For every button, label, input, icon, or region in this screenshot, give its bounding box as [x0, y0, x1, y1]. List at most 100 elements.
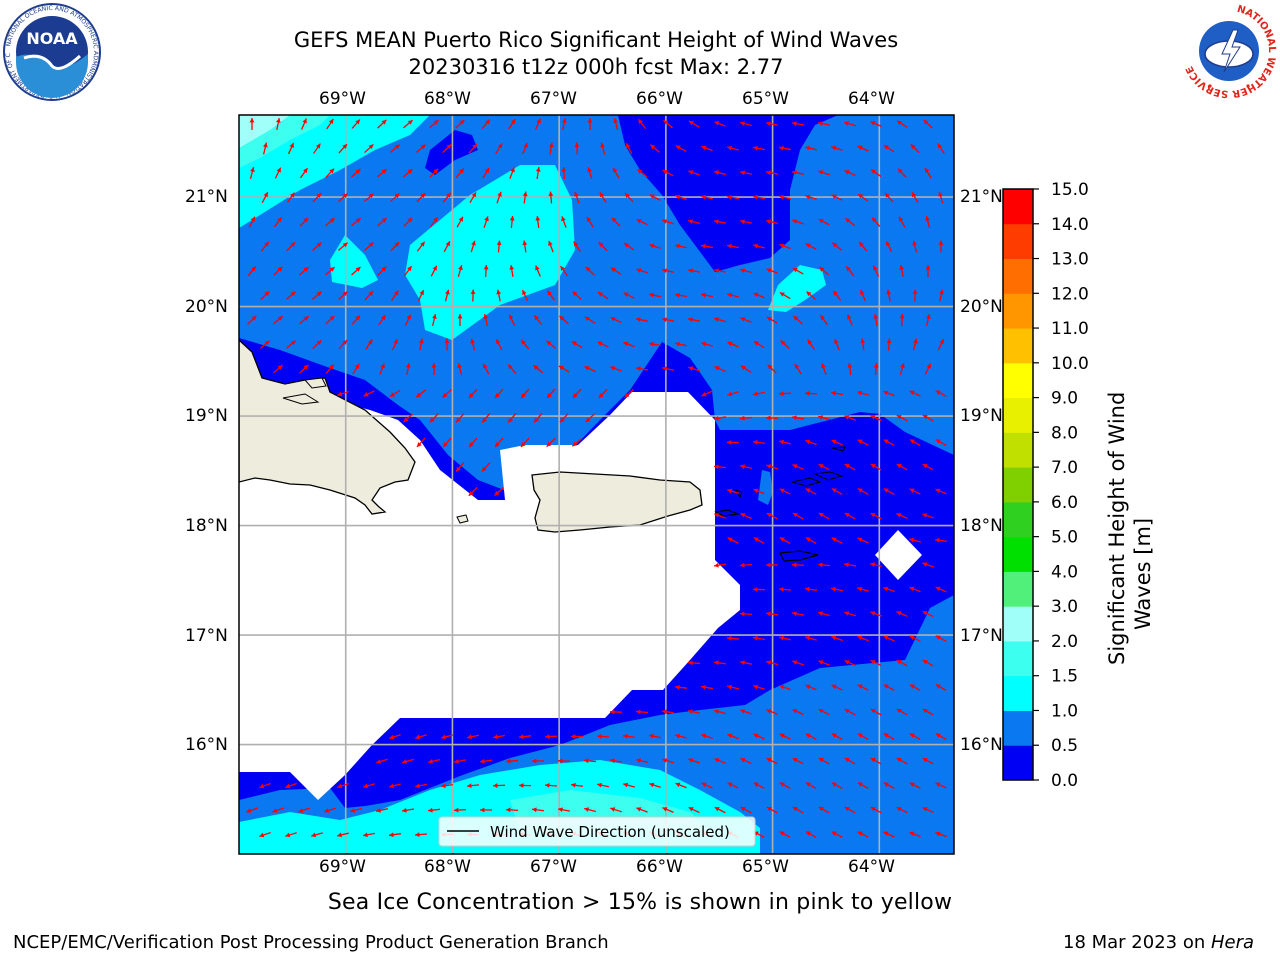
wave-direction-arrow-head — [558, 365, 564, 371]
wave-direction-arrow-head — [355, 315, 361, 321]
wave-direction-arrow-head — [818, 758, 824, 763]
wave-direction-arrow-head — [896, 415, 902, 420]
wave-direction-arrow-head — [779, 537, 785, 542]
wave-direction-arrow-head — [420, 193, 426, 199]
wave-direction-arrow-head — [584, 758, 589, 764]
wave-direction-arrow-head — [354, 363, 360, 369]
wave-direction-arrow-head — [545, 782, 550, 788]
wave-direction-arrow-head — [675, 341, 680, 347]
wave-direction-arrow-head — [886, 289, 892, 295]
wave-direction-arrow-head — [355, 119, 360, 125]
wave-direction-arrow-head — [316, 242, 322, 248]
wave-direction-arrow-head — [663, 120, 669, 125]
wave-direction-arrow-head — [251, 266, 256, 272]
wave-direction-arrow-head — [329, 315, 335, 321]
wave-direction-arrow-head — [416, 442, 422, 447]
colorbar-tick-label: 3.0 — [1051, 597, 1078, 617]
wave-direction-arrow-head — [818, 660, 824, 665]
wave-direction-arrow-head — [649, 292, 654, 298]
wave-direction-arrow-head — [714, 562, 719, 568]
wave-direction-arrow-head — [509, 314, 514, 320]
wave-direction-arrow-head — [899, 265, 904, 270]
wave-direction-arrow-head — [857, 831, 863, 836]
wave-direction-arrow-head — [740, 415, 745, 421]
wave-direction-arrow-head — [844, 513, 850, 518]
wave-direction-arrow-head — [389, 392, 395, 397]
wave-direction-arrow-head — [938, 240, 944, 245]
wave-direction-arrow-head — [740, 562, 745, 568]
wave-direction-arrow-head — [469, 442, 474, 448]
wave-direction-arrow-head — [909, 635, 915, 640]
wave-direction-arrow-head — [342, 193, 348, 199]
wave-direction-arrow-head — [779, 831, 785, 836]
wave-direction-arrow-head — [546, 340, 552, 346]
wave-direction-arrow-head — [662, 709, 667, 715]
wave-direction-arrow-head — [432, 314, 437, 319]
wave-direction-arrow-head — [727, 341, 733, 347]
wave-direction-arrow-head — [380, 363, 385, 369]
land-samana — [282, 393, 320, 405]
lat-label-right-20n: 20°N — [960, 297, 1002, 317]
wave-direction-arrow-head — [857, 488, 863, 493]
wave-direction-arrow-head — [675, 243, 680, 249]
wave-direction-arrow-head — [714, 513, 720, 518]
wave-direction-arrow-head — [935, 488, 941, 494]
wave-direction-arrow-head — [363, 392, 369, 397]
wave-direction-arrow-head — [432, 265, 437, 271]
wave-direction-arrow-head — [857, 733, 863, 738]
wave-direction-arrow-head — [509, 265, 515, 270]
wave-direction-arrow-head — [285, 783, 291, 789]
wave-direction-arrow-head — [779, 733, 785, 738]
wave-direction-arrow-head — [922, 562, 928, 567]
wave-direction-arrow-head — [277, 365, 283, 370]
wave-direction-arrow-head — [535, 167, 541, 172]
wave-direction-arrow-head — [534, 315, 539, 321]
wave-direction-arrow-head — [337, 832, 342, 838]
wave-direction-arrow-head — [574, 191, 579, 197]
wave-direction-arrow-head — [857, 145, 863, 151]
wave-direction-arrow-head — [623, 733, 628, 739]
wave-direction-arrow-head — [302, 168, 308, 174]
wave-direction-arrow-head — [909, 390, 915, 395]
wave-direction-arrow-head — [637, 169, 643, 174]
wave-direction-arrow-head — [883, 390, 889, 396]
wave-direction-arrow-head — [909, 733, 915, 738]
wave-direction-arrow-head — [548, 191, 554, 197]
map-field — [239, 115, 954, 854]
wave-direction-arrow-head — [688, 660, 693, 666]
wave-direction-arrow-head — [259, 783, 265, 789]
wave-direction-arrow-head — [818, 415, 824, 420]
wave-direction-arrow-head — [636, 219, 642, 224]
colorbar-label-line1: Significant Height of Wind — [1105, 392, 1129, 665]
wave-direction-arrow-head — [443, 442, 448, 448]
wave-direction-arrow-head — [303, 364, 309, 370]
wave-direction-arrow-head — [290, 291, 296, 297]
colorbar-tick-label: 9.0 — [1051, 389, 1078, 409]
wave-direction-arrow-head — [935, 684, 941, 689]
wave-direction-arrow-head — [483, 363, 488, 369]
wave-direction-arrow-head — [884, 193, 890, 198]
wave-direction-arrow-head — [636, 709, 641, 715]
wave-direction-arrow-head — [860, 338, 866, 344]
wave-direction-arrow-head — [561, 167, 567, 172]
wave-direction-arrow-head — [740, 121, 746, 126]
wave-direction-arrow-head — [303, 217, 309, 223]
wave-direction-arrow-head — [342, 242, 348, 248]
wave-direction-arrow-head — [363, 832, 368, 838]
wave-direction-arrow-head — [263, 192, 268, 198]
wave-direction-arrow-head — [792, 562, 797, 568]
wave-direction-arrow-head — [857, 537, 863, 543]
wave-direction-arrow-head — [714, 464, 719, 470]
sea-ice-note: Sea Ice Concentration > 15% is shown in … — [327, 890, 953, 915]
wave-direction-arrow-head — [922, 513, 928, 518]
wave-direction-arrow-head — [675, 684, 680, 690]
wave-direction-arrow-head — [821, 363, 826, 369]
wave-direction-arrow-head — [779, 391, 784, 396]
wave-direction-arrow-head — [818, 219, 824, 224]
colorbar-tick-label: 13.0 — [1051, 250, 1089, 270]
wave-direction-arrow-head — [937, 143, 943, 149]
wave-direction-arrow-head — [456, 417, 461, 423]
wave-direction-arrow-head — [753, 341, 759, 346]
wave-direction-arrow-head — [584, 316, 590, 322]
wave-direction-arrow-head — [250, 216, 255, 222]
